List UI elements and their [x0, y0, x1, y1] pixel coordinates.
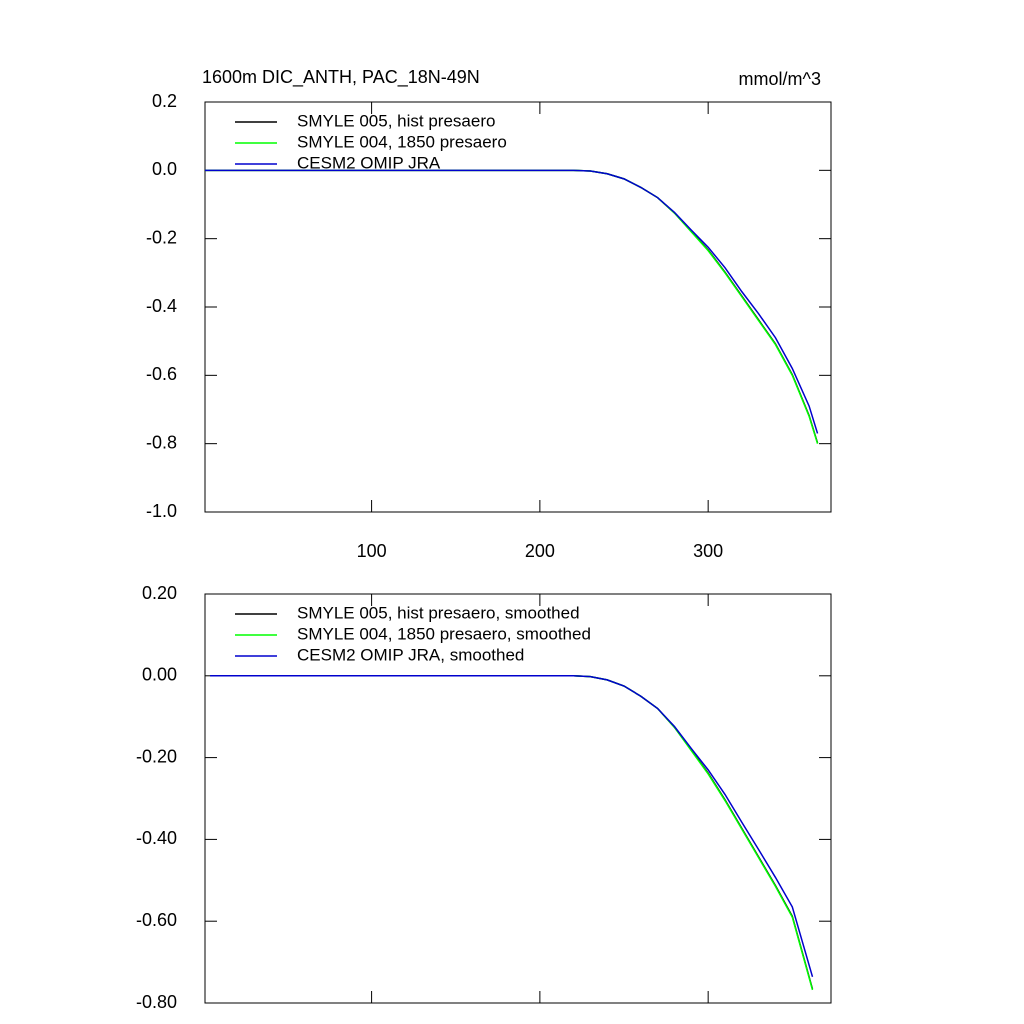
y-tick-label: -0.20	[136, 746, 177, 766]
plot-frame	[204, 593, 832, 1004]
y-tick-label: 0.00	[142, 665, 177, 685]
series-line	[210, 675, 814, 990]
panel: 0.20 0.00 -0.20 -0.40 -0.60 -0.80 SMYLE 005, h…	[136, 583, 832, 1012]
x-tick-label: 100	[357, 541, 387, 561]
y-tick-label: -0.4	[146, 296, 177, 316]
y-tick-label: -0.60	[136, 910, 177, 930]
series-line	[205, 169, 819, 444]
legend-label: SMYLE 005, hist presaero, smoothed	[297, 603, 580, 622]
y-tick-label: -0.2	[146, 227, 177, 247]
series-line	[210, 675, 814, 991]
y-tick-label: -0.80	[136, 992, 177, 1012]
x-tick-label: 200	[525, 541, 555, 561]
series-line	[205, 169, 819, 444]
y-tick-label: 0.2	[152, 91, 177, 111]
series-line	[205, 169, 819, 434]
panel: 1600m DIC_ANTH, PAC_18N-49N mmol/m^3 0.2 0.…	[146, 67, 832, 561]
legend-label: SMYLE 004, 1850 presaero, smoothed	[297, 624, 591, 643]
legend-label: SMYLE 004, 1850 presaero	[297, 132, 507, 151]
y-tick-label: -0.8	[146, 432, 177, 452]
y-tick-label: -0.40	[136, 828, 177, 848]
y-tick-label: -0.6	[146, 364, 177, 384]
legend: SMYLE 005, hist presaero SMYLE 004, 1850 …	[235, 111, 507, 172]
chart-title: 1600m DIC_ANTH, PAC_18N-49N	[202, 67, 480, 88]
legend-label: CESM2 OMIP JRA, smoothed	[297, 645, 524, 664]
y-tick-label: 0.20	[142, 583, 177, 603]
y-tick-label: 0.0	[152, 159, 177, 179]
x-tick-label: 300	[693, 541, 723, 561]
legend-label: SMYLE 005, hist presaero	[297, 111, 495, 130]
legend-label: CESM2 OMIP JRA	[297, 153, 441, 172]
units-label: mmol/m^3	[739, 69, 821, 89]
series-line	[210, 675, 814, 978]
legend: SMYLE 005, hist presaero, smoothed SMYLE …	[235, 603, 591, 664]
y-tick-label: -1.0	[146, 501, 177, 521]
